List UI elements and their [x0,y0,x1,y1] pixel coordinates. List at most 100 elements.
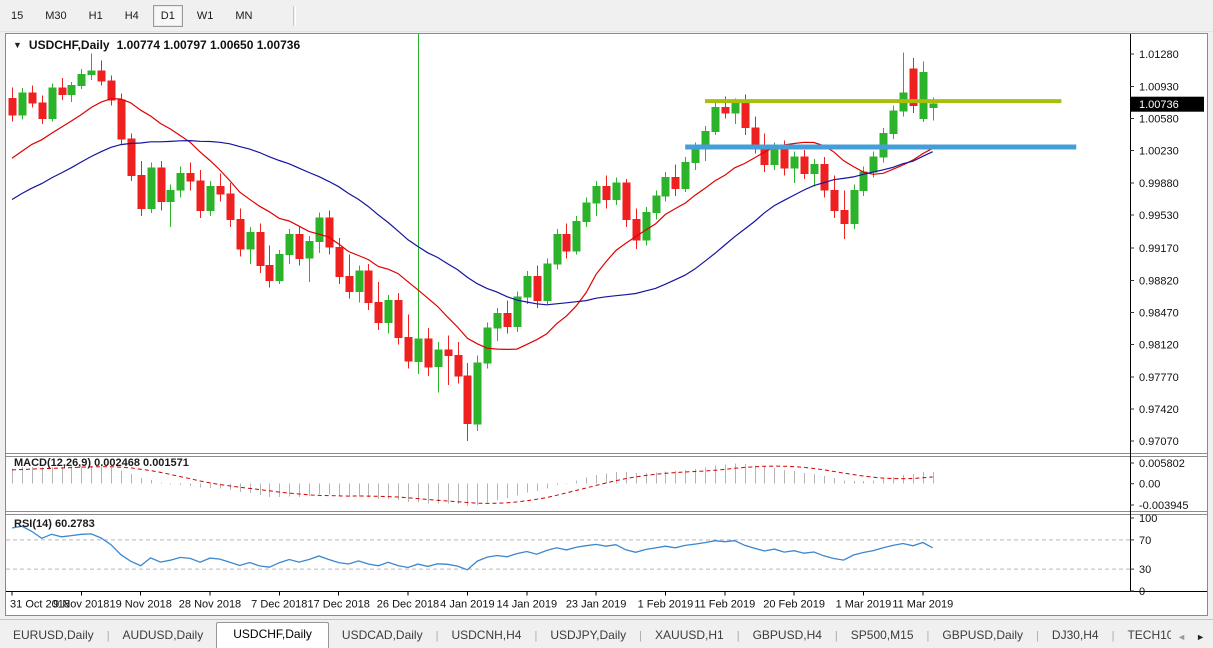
candle [523,271,532,305]
candle [612,177,621,205]
tab-USDJPY-Daily[interactable]: USDJPY,Daily [550,628,627,642]
chart-title: ▼ USDCHF,Daily 1.00774 1.00797 1.00650 1… [13,38,300,52]
macd-indicator-label: MACD(12,26,9) 0.002468 0.001571 [14,457,189,469]
candle [18,88,27,120]
symbol-tabbar: EURUSD,Daily | AUDUSD,Daily USDCHF,Daily USD… [0,619,1213,648]
candle [503,300,512,334]
rsi-line [11,525,934,571]
tab-USDCAD-Daily[interactable]: USDCAD,Daily [341,628,423,642]
candle [226,182,235,227]
candle [889,105,898,139]
candle [325,210,334,255]
timeframe-button-15[interactable]: 15 [11,9,24,22]
price-tick-label: 1.01280 [1139,49,1179,61]
candle [661,171,670,202]
tab-separator: | [435,630,439,642]
timeframe-button-M30[interactable]: M30 [45,9,67,22]
candle [77,68,86,90]
tab-SP500-M15[interactable]: SP500,M15 [850,628,914,642]
price-axis[interactable]: 1.01280 1.00930 1.00580 1.00230 0.99880 0.995… [6,34,1207,592]
symbol-dropdown-icon[interactable]: ▼ [13,40,22,50]
timeframe-button-W1[interactable]: W1 [196,9,214,22]
timeframe-buttons: 15 M30 H1 H4 D1 W1 MN [0,4,263,27]
candle [48,83,57,122]
candle [602,175,611,209]
timeframe-button-H1[interactable]: H1 [88,9,103,22]
candle [899,52,908,117]
candle [850,184,859,229]
candle [562,223,571,259]
candle [157,160,166,211]
candle [414,0,423,375]
toolbar-separator [293,5,297,26]
tab-GBPUSD-Daily[interactable]: GBPUSD,Daily [942,628,1024,642]
tab-USDCHF-Daily[interactable]: USDCHF,Daily [216,622,329,648]
rsi-tick-label: 70 [1139,535,1151,547]
candle [265,245,274,288]
candle [483,322,492,369]
candle [790,151,799,183]
rsi-tick-label: 0 [1139,586,1145,598]
ma-slow-line [11,139,933,306]
candle [810,159,819,187]
candle [196,170,205,218]
rsi-axis: 100 70 30 0 [1130,513,1157,598]
date-tick-label: 17 Dec 2018 [308,599,370,611]
tab-EURUSD-Daily[interactable]: EURUSD,Daily [13,628,94,642]
price-tick-label: 0.97420 [1139,404,1179,416]
tab-AUDUSD-Daily[interactable]: AUDUSD,Daily [122,628,204,642]
price-tick-label: 0.99170 [1139,243,1179,255]
tab-separator: | [926,630,930,642]
candle [394,293,403,345]
candle [671,164,680,196]
pane-splitter[interactable] [6,453,1207,457]
candle [642,206,651,246]
tab-TECH100-H1[interactable]: TECH100,H1 [1127,628,1172,642]
rsi-tick-label: 30 [1139,564,1151,576]
candle [493,307,502,341]
tab-USDCNH-H4[interactable]: USDCNH,H4 [451,628,522,642]
date-tick-label: 28 Nov 2018 [179,599,241,611]
timeframe-button-H4[interactable]: H4 [124,9,139,22]
pane-splitter[interactable] [6,511,1207,515]
price-tick-label: 0.98120 [1139,340,1179,352]
tab-GBPUSD-H4[interactable]: GBPUSD,H4 [752,628,822,642]
candle [473,355,482,432]
date-tick-label: 31 Oct 2018 [10,599,70,611]
current-price-tag: 1.00736 [1131,96,1204,112]
timeframe-button-D1[interactable]: D1 [152,4,183,27]
candle [800,149,809,180]
candle [176,166,185,198]
candle [345,254,354,299]
chart-symbol-label: USDCHF,Daily [28,38,110,52]
candle [513,291,522,332]
date-tick-label: 1 Mar 2019 [836,599,892,611]
tab-separator: | [736,630,740,642]
macd-axis: 0.005802 0.00 -0.003945 [1130,458,1189,512]
candle [117,93,126,145]
date-tick-label: 23 Jan 2019 [566,599,627,611]
rsi-indicator-label: RSI(14) 60.2783 [14,518,95,530]
chart-canvas[interactable]: 1.01280 1.00930 1.00580 1.00230 0.99880 0.995… [6,0,1207,613]
price-tick-label: 1.00580 [1139,114,1179,126]
candle [97,60,106,86]
price-tick-label: 0.98820 [1139,275,1179,287]
macd-tick-label: 0.00 [1139,479,1160,491]
tab-DJ30-H4[interactable]: DJ30,H4 [1051,628,1099,642]
tab-separator: | [639,630,643,642]
tab-XAUUSD-H1[interactable]: XAUUSD,H1 [655,628,724,642]
timeframe-button-MN[interactable]: MN [235,9,253,22]
price-tick-label: 0.97770 [1139,372,1179,384]
candle [315,212,324,253]
candle [543,258,552,305]
candle [28,85,37,108]
tabs-scroll-right-icon[interactable]: ► [1196,632,1205,642]
tabs-scroll-left-icon[interactable]: ◄ [1177,632,1187,642]
tab-separator: | [1111,630,1115,642]
candle [592,181,601,216]
candle [67,81,76,102]
tab-separator: | [834,630,838,642]
candle [582,197,591,227]
candle [444,335,453,386]
